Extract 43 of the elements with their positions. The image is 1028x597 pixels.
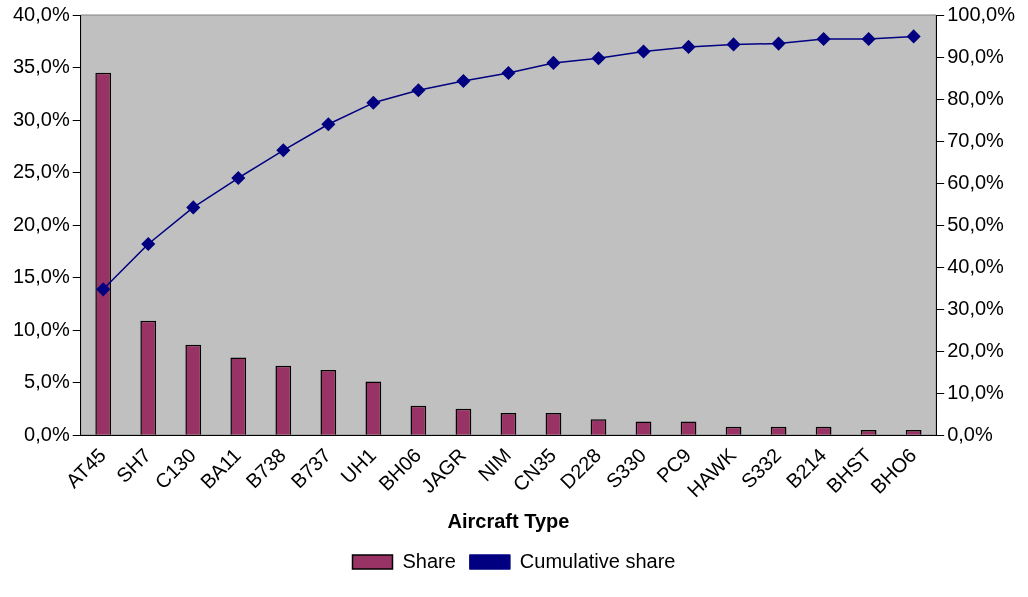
- point: [501, 66, 516, 80]
- point: [321, 117, 336, 131]
- y2-tick-label: 0,0%: [947, 422, 993, 445]
- point: [906, 29, 921, 44]
- y2-tick-label: 40,0%: [947, 254, 1005, 277]
- y-tick-label: 0,0%: [24, 422, 70, 445]
- point: [96, 282, 110, 297]
- point: [456, 74, 471, 88]
- y2-tick-label: 50,0%: [947, 212, 1005, 235]
- point: [186, 200, 201, 215]
- legend-label: Share: [402, 549, 456, 572]
- point: [681, 40, 696, 54]
- y2-tick-label: 90,0%: [947, 44, 1005, 67]
- y-tick-label: 25,0%: [12, 160, 70, 183]
- point: [591, 51, 606, 66]
- legend-label: Cumulative share: [519, 549, 676, 572]
- y-tick-label: 20,0%: [12, 212, 70, 235]
- point: [366, 96, 381, 110]
- y2-tick-label: 10,0%: [947, 380, 1005, 403]
- y2-tick-label: 20,0%: [947, 338, 1005, 361]
- point: [861, 32, 876, 46]
- point: [546, 56, 561, 70]
- y-tick-label: 15,0%: [12, 265, 70, 288]
- point: [771, 36, 786, 51]
- y-tick-label: 35,0%: [12, 55, 70, 78]
- point: [816, 32, 831, 46]
- x-tick-label: SH7: [111, 443, 155, 487]
- x-axis-title: Aircraft Type: [447, 509, 570, 532]
- y2-tick-label: 30,0%: [947, 296, 1005, 319]
- y-tick-label: 10,0%: [12, 317, 70, 340]
- y2-tick-label: 80,0%: [947, 86, 1005, 109]
- point: [636, 44, 651, 59]
- y2-tick-label: 60,0%: [947, 170, 1005, 193]
- y2-tick-label: 70,0%: [947, 128, 1005, 151]
- point: [141, 237, 155, 251]
- y-tick-label: 5,0%: [24, 370, 70, 393]
- y2-tick-label: 100,0%: [947, 2, 1016, 25]
- point: [231, 171, 246, 185]
- y-tick-label: 30,0%: [12, 107, 70, 130]
- point: [726, 37, 741, 52]
- point: [276, 143, 291, 158]
- y-tick-label: 40,0%: [12, 2, 70, 25]
- point: [411, 83, 426, 97]
